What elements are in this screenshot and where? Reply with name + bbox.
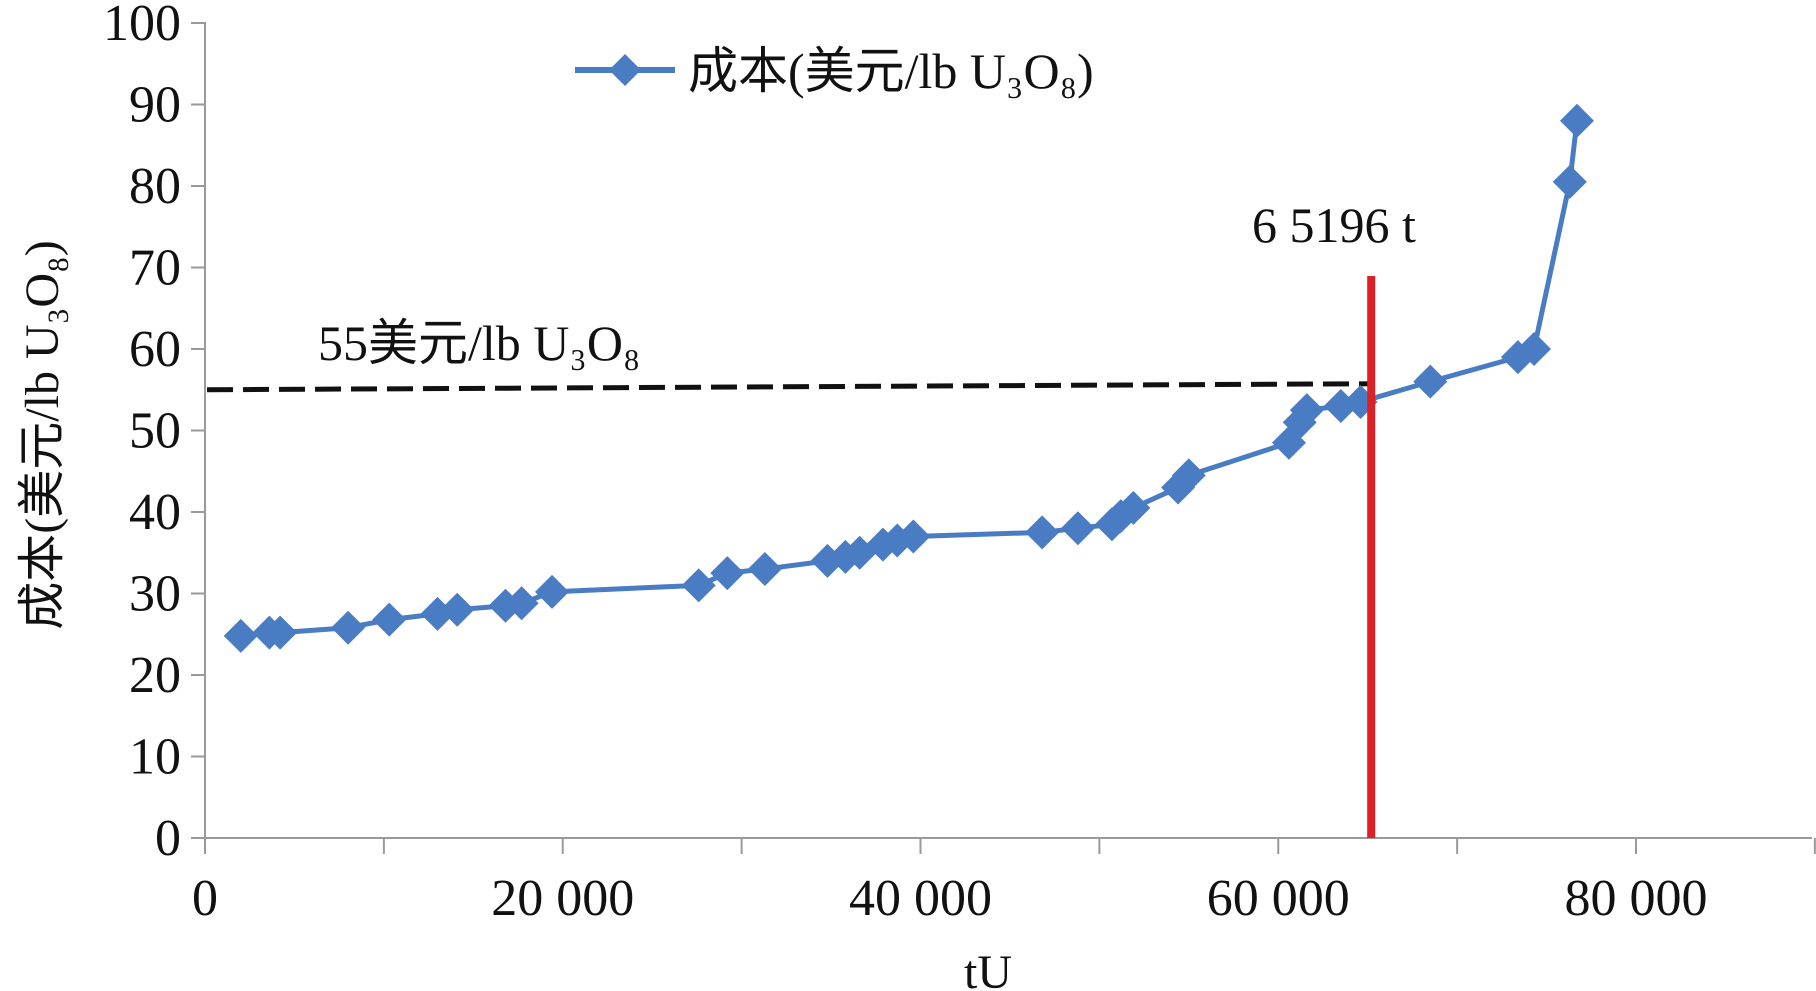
data-point: [1094, 507, 1129, 542]
data-point: [1060, 511, 1095, 546]
y-tick-label: 20: [129, 647, 181, 704]
x-tick-label: 60 000: [1207, 870, 1350, 927]
y-tick-label: 80: [129, 158, 181, 215]
reference-line: [206, 381, 1372, 393]
vertical-line-label: 6 5196 t: [1252, 197, 1416, 253]
legend: 成本(美元/lb U₃O₈): [575, 43, 1094, 99]
y-ticks: 0 10 20 30 40 50 60 70 80 90 100: [103, 0, 205, 867]
data-point: [504, 586, 539, 621]
x-tick-label: 40 000: [849, 870, 992, 927]
data-point: [681, 568, 716, 603]
x-ticks: 0 20 000 40 000 60 000 80 000: [192, 838, 1816, 927]
data-point: [1559, 103, 1594, 138]
data-point: [535, 574, 570, 609]
data-point: [223, 618, 258, 653]
data-point: [1289, 393, 1324, 428]
y-tick-label: 30: [129, 566, 181, 623]
y-tick-label: 60: [129, 321, 181, 378]
axes: [204, 22, 1812, 839]
data-point: [440, 592, 475, 627]
legend-label: 成本(美元/lb U₃O₈): [688, 43, 1094, 99]
y-tick-label: 40: [129, 484, 181, 541]
y-tick-label: 90: [129, 77, 181, 134]
y-tick-label: 70: [129, 240, 181, 297]
reference-line-group: [206, 381, 1372, 393]
data-point: [1116, 490, 1151, 525]
data-point: [372, 602, 407, 637]
x-tick-label: 80 000: [1565, 870, 1708, 927]
reference-line-label: 55美元/lb U₃O₈: [318, 315, 640, 371]
data-point: [1413, 364, 1448, 399]
y-tick-label: 50: [129, 403, 181, 460]
data-point: [896, 519, 931, 554]
data-point: [1517, 332, 1552, 366]
legend-marker-swatch: [609, 54, 641, 86]
data-point: [1552, 164, 1587, 199]
data-point: [331, 610, 366, 645]
x-axis-title: tU: [964, 946, 1012, 991]
y-tick-label: 100: [103, 0, 181, 52]
x-tick-label: 20 000: [491, 870, 634, 927]
x-tick-label: 0: [192, 870, 218, 927]
y-tick-label: 0: [155, 810, 181, 867]
data-point: [263, 615, 298, 650]
series-group: [223, 103, 1594, 653]
data-point: [747, 552, 782, 587]
data-point: [1025, 515, 1060, 550]
y-tick-label: 10: [129, 729, 181, 786]
data-point: [1171, 458, 1206, 493]
y-axis-title: 成本(美元/lb U₃O₈): [16, 240, 69, 629]
data-point: [710, 556, 745, 591]
